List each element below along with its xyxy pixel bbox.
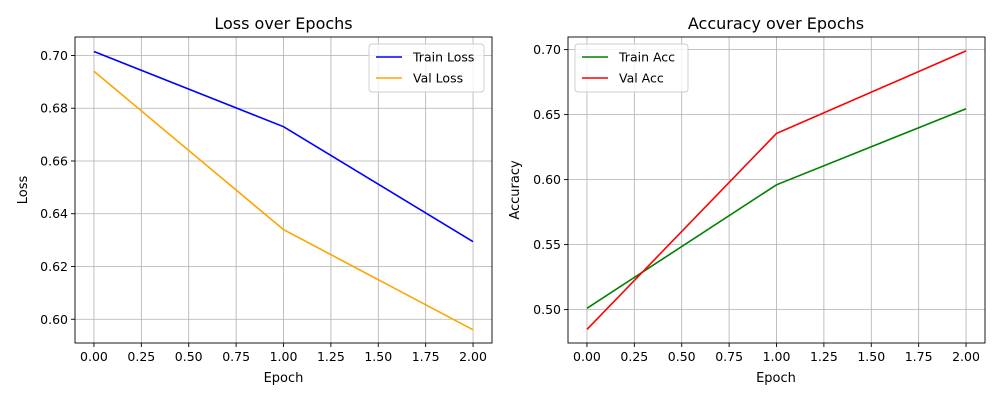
accuracy-y-tick-label: 0.60 bbox=[533, 172, 561, 187]
accuracy-x-tick-label: 2.00 bbox=[952, 349, 980, 364]
loss-x-tick-label: 0.25 bbox=[127, 349, 155, 364]
accuracy-chart-xlabel: Epoch bbox=[756, 371, 796, 386]
loss-legend-label: Train Loss bbox=[412, 50, 474, 65]
loss-legend-label: Val Loss bbox=[413, 71, 463, 86]
loss-legend: Train Loss Val Loss bbox=[368, 43, 485, 93]
loss-chart-ylabel: Loss bbox=[16, 176, 31, 205]
accuracy-y-tick-label: 0.65 bbox=[533, 107, 561, 122]
accuracy-x-tick-label: 1.25 bbox=[810, 349, 838, 364]
loss-chart-xlabel: Epoch bbox=[264, 371, 304, 386]
loss-x-tick-label: 1.25 bbox=[317, 349, 345, 364]
loss-y-tick-label: 0.64 bbox=[40, 206, 68, 221]
loss-y-tick-label: 0.60 bbox=[40, 312, 68, 327]
loss-legend-box bbox=[368, 43, 485, 93]
accuracy-chart-ylabel: Accuracy bbox=[508, 160, 523, 220]
loss-x-tick-label: 0.50 bbox=[175, 349, 203, 364]
accuracy-x-tick-label: 0.50 bbox=[668, 349, 696, 364]
loss-y-tick-label: 0.70 bbox=[40, 48, 68, 63]
accuracy-x-tick-label: 1.75 bbox=[905, 349, 933, 364]
loss-y-tick-label: 0.68 bbox=[40, 101, 68, 116]
accuracy-x-tick-label: 0.25 bbox=[620, 349, 648, 364]
accuracy-series-line-val-acc bbox=[586, 50, 967, 331]
accuracy-legend-label: Val Acc bbox=[619, 71, 664, 86]
accuracy-y-tick-label: 0.50 bbox=[533, 302, 561, 317]
loss-chart: Loss over Epochs Epoch Loss 0.00 0.25 0.50… bbox=[16, 14, 493, 386]
accuracy-x-tick-label: 1.00 bbox=[763, 349, 791, 364]
loss-x-tick-label: 1.00 bbox=[270, 349, 298, 364]
accuracy-chart: Accuracy over Epochs Epoch Accuracy 0.00… bbox=[508, 14, 986, 386]
accuracy-legend-box bbox=[574, 43, 689, 93]
accuracy-x-tick-label: 0.75 bbox=[715, 349, 743, 364]
accuracy-legend-label: Train Acc bbox=[618, 50, 675, 65]
accuracy-series-line-train-acc bbox=[586, 108, 967, 309]
loss-x-tick-label: 1.75 bbox=[412, 349, 440, 364]
loss-y-tick-label: 0.62 bbox=[40, 259, 68, 274]
loss-series-line-train-loss bbox=[93, 50, 474, 243]
loss-series-line-val-loss bbox=[93, 70, 474, 331]
accuracy-chart-title: Accuracy over Epochs bbox=[688, 14, 864, 33]
loss-chart-title: Loss over Epochs bbox=[214, 14, 352, 33]
accuracy-y-tick-label: 0.70 bbox=[533, 42, 561, 57]
accuracy-x-tick-label: 1.50 bbox=[857, 349, 885, 364]
accuracy-legend: Train Acc Val Acc bbox=[574, 43, 689, 93]
loss-x-tick-label: 1.50 bbox=[364, 349, 392, 364]
loss-x-tick-label: 2.00 bbox=[459, 349, 487, 364]
accuracy-y-tick-label: 0.55 bbox=[533, 237, 561, 252]
loss-x-tick-label: 0.00 bbox=[80, 349, 108, 364]
loss-x-tick-label: 0.75 bbox=[222, 349, 250, 364]
accuracy-x-tick-label: 0.00 bbox=[573, 349, 601, 364]
loss-y-tick-label: 0.66 bbox=[40, 153, 68, 168]
